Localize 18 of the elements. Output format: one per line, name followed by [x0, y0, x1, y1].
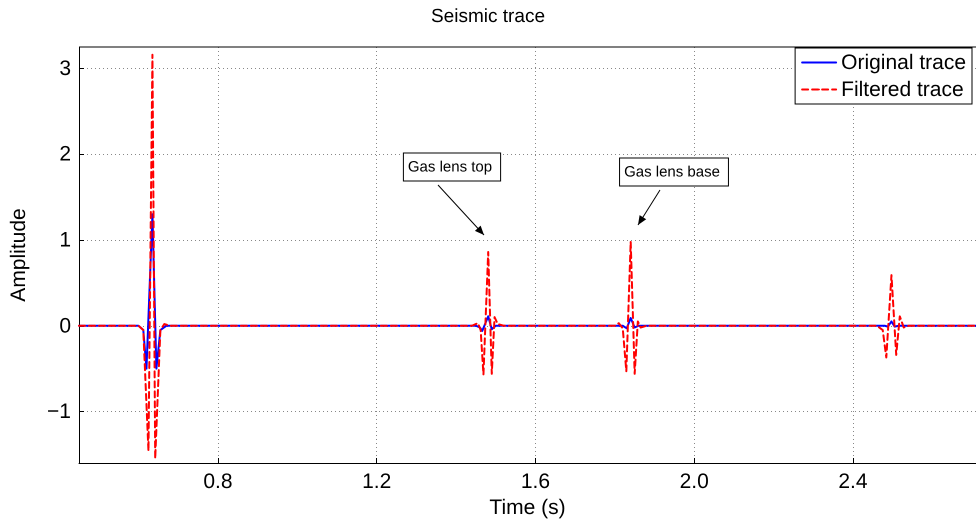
y-axis-title: Amplitude [7, 208, 30, 302]
x-tick-label: 2.4 [838, 470, 868, 493]
y-tick-label: 3 [59, 56, 71, 80]
y-tick-label: 0 [59, 314, 71, 338]
y-tick-label: 2 [59, 142, 71, 166]
x-tick-label: 0.8 [203, 470, 233, 493]
legend-label: Filtered trace [841, 78, 964, 101]
x-tick-label: 2.0 [680, 470, 709, 493]
x-tick-label: 1.2 [362, 470, 392, 493]
annotation: Gas lens top [408, 158, 492, 176]
y-tick-label: −1 [47, 400, 71, 424]
chart-title: Seismic trace [430, 6, 546, 27]
x-axis-title: Time (s) [489, 496, 566, 519]
annotation: Gas lens base [624, 164, 720, 180]
x-tick-label: 1.6 [520, 470, 550, 493]
y-tick-label: 1 [59, 228, 71, 252]
line-series [78, 54, 976, 460]
legend-label: Original trace [841, 51, 966, 74]
